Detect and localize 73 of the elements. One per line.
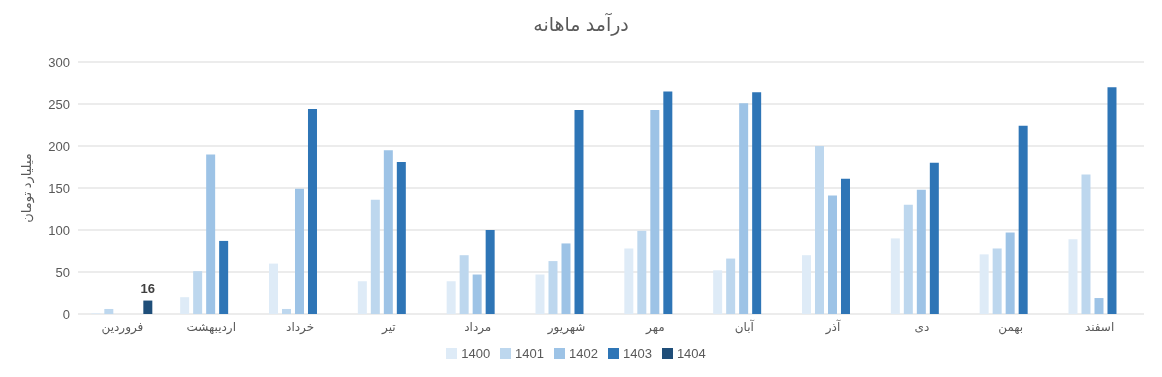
- bar: [307, 109, 317, 314]
- data-label: 16: [140, 280, 156, 296]
- bar: [637, 230, 647, 314]
- bar: [903, 204, 913, 314]
- bar: [357, 281, 367, 314]
- x-tick-label: اردیبهشت: [186, 319, 236, 335]
- y-tick-label: 200: [48, 138, 70, 154]
- bar: [624, 248, 634, 314]
- bar: [713, 270, 723, 314]
- bar: [281, 308, 291, 314]
- bar: [1107, 87, 1117, 314]
- x-tick-label: فروردین: [101, 319, 144, 335]
- bar: [193, 271, 203, 314]
- bar: [561, 243, 571, 314]
- bar: [548, 261, 558, 314]
- x-tick-label: آبان: [734, 318, 755, 334]
- x-tick-label: دی: [914, 319, 930, 334]
- bar: [979, 254, 989, 314]
- x-tick-label: اسفند: [1084, 319, 1115, 334]
- bar: [1018, 125, 1028, 314]
- bar: [219, 240, 229, 314]
- bar: [1094, 298, 1104, 314]
- bar: [1081, 174, 1091, 314]
- bar: [206, 154, 216, 314]
- bar: [929, 162, 939, 314]
- bar: [739, 103, 749, 314]
- x-tick-label: تیر: [381, 319, 396, 335]
- y-tick-label: 250: [48, 96, 70, 112]
- x-tick-label: شهریور: [546, 319, 586, 335]
- bar: [370, 199, 380, 314]
- bar: [801, 255, 811, 314]
- bar: [650, 109, 660, 314]
- bar: [916, 189, 926, 314]
- bar: [814, 146, 824, 314]
- bar: [294, 188, 304, 314]
- legend-label: 1400: [461, 346, 491, 361]
- legend-label: 1403: [622, 346, 652, 361]
- bar: [485, 230, 495, 314]
- bar: [535, 274, 545, 314]
- y-tick-label: 50: [55, 264, 70, 280]
- bar: [726, 258, 736, 314]
- y-tick-label: 0: [62, 306, 70, 322]
- x-tick-label: مهر: [645, 319, 665, 335]
- bar: [574, 109, 584, 314]
- legend-label: 1402: [569, 346, 598, 361]
- bar: [383, 150, 393, 314]
- bar: [143, 300, 153, 314]
- y-axis-title: میلیارد تومان: [18, 153, 35, 223]
- x-tick-label: آذر: [824, 318, 841, 335]
- bar: [1068, 239, 1078, 314]
- legend-label: 1401: [515, 346, 545, 361]
- y-tick-label: 150: [48, 180, 70, 196]
- bar: [1005, 232, 1015, 314]
- y-tick-label: 100: [48, 222, 70, 238]
- x-tick-label: مرداد: [464, 319, 492, 335]
- bar: [752, 92, 762, 314]
- bar: [104, 308, 114, 314]
- bar: [663, 91, 673, 314]
- chart-title: درآمد ماهانه: [532, 12, 630, 38]
- bar: [180, 297, 190, 314]
- x-tick-label: خرداد: [286, 319, 315, 335]
- legend-label: 1404: [676, 346, 706, 361]
- bar: [459, 255, 469, 314]
- bar: [268, 263, 278, 314]
- y-tick-label: 300: [48, 54, 70, 70]
- x-tick-label: بهمن: [998, 319, 1024, 335]
- bar: [992, 248, 1002, 314]
- bar: [827, 195, 837, 314]
- bar: [396, 161, 406, 314]
- bar: [890, 238, 900, 314]
- bar: [446, 281, 456, 314]
- bar: [472, 274, 482, 314]
- bar: [840, 178, 850, 314]
